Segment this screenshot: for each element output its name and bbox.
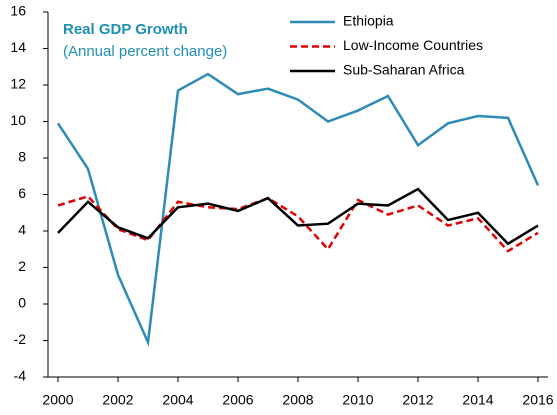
x-tick-label: 2002 <box>102 392 133 408</box>
chart-title: Real GDP Growth <box>63 21 188 38</box>
y-tick-label: -2 <box>14 331 27 347</box>
x-tick-label: 2016 <box>522 392 553 408</box>
chart-subtitle: (Annual percent change) <box>63 43 227 60</box>
y-tick-label: 8 <box>18 149 26 165</box>
legend-label: Sub-Saharan Africa <box>343 62 465 78</box>
x-tick-label: 2006 <box>222 392 253 408</box>
x-tick-label: 2012 <box>402 392 433 408</box>
y-tick-label: 2 <box>18 258 26 274</box>
x-tick-label: 2008 <box>282 392 313 408</box>
series-line <box>57 194 539 253</box>
y-tick-label: 4 <box>18 222 26 238</box>
y-tick-label: 12 <box>10 76 26 92</box>
legend-label: Low-Income Countries <box>343 37 483 53</box>
legend-label: Ethiopia <box>343 13 394 29</box>
x-tick-label: 2004 <box>162 392 193 408</box>
series-line <box>56 72 540 347</box>
y-tick-label: 0 <box>18 295 26 311</box>
y-tick-label: 10 <box>10 112 26 128</box>
series-line <box>57 187 539 246</box>
y-tick-label: 14 <box>10 39 26 55</box>
x-tick-label: 2010 <box>342 392 373 408</box>
x-tick-label: 2000 <box>42 392 73 408</box>
y-tick-label: 16 <box>10 3 26 19</box>
x-tick-label: 2014 <box>462 392 493 408</box>
y-tick-label: -4 <box>14 368 27 384</box>
y-tick-label: 6 <box>18 185 26 201</box>
